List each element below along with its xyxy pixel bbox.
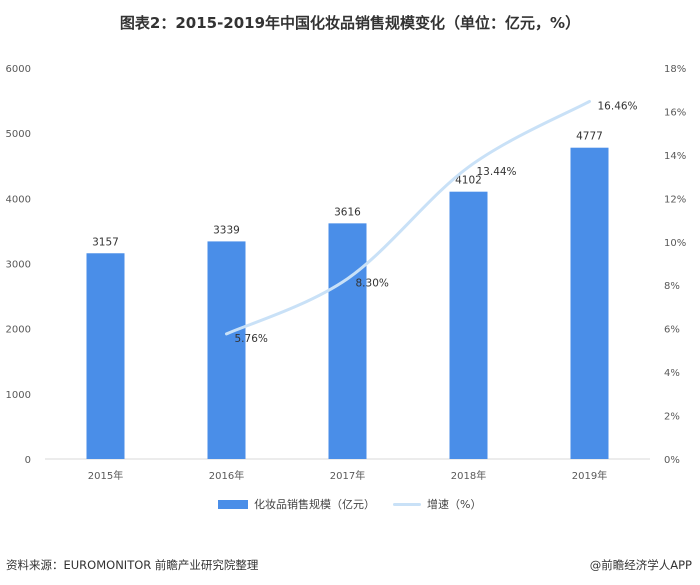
bar	[207, 241, 246, 459]
line-data-label: 8.30%	[356, 278, 389, 290]
legend-swatch-growth	[393, 502, 421, 506]
legend-label-growth: 增速（%）	[427, 498, 482, 511]
y2-tick-label: 0%	[664, 455, 680, 466]
y-tick-label: 4000	[6, 194, 31, 205]
y2-tick-label: 2%	[664, 412, 680, 423]
chart-title: 图表2：2015-2019年中国化妆品销售规模变化（单位：亿元，%）	[119, 14, 581, 32]
bar	[328, 223, 367, 459]
x-tick-label: 2016年	[209, 469, 244, 482]
y2-tick-label: 10%	[664, 238, 686, 249]
y2-tick-label: 16%	[664, 107, 686, 118]
line-data-label: 13.44%	[477, 166, 517, 178]
credit-note: @前瞻经济学人APP	[589, 558, 692, 572]
bar-data-label: 3157	[92, 236, 119, 248]
y2-tick-label: 4%	[664, 368, 680, 379]
y2-tick-label: 6%	[664, 325, 680, 336]
legend-swatch-sales	[218, 499, 248, 509]
growth-line	[225, 99, 591, 336]
bar	[449, 191, 488, 459]
y2-tick-label: 12%	[664, 194, 686, 205]
y-tick-label: 0	[25, 455, 31, 466]
y-tick-label: 6000	[6, 64, 31, 75]
y2-tick-label: 8%	[664, 281, 680, 292]
bar-data-label: 3616	[334, 206, 361, 218]
legend-item-sales: 化妆品销售规模（亿元）	[218, 496, 375, 512]
bar-data-label: 3339	[213, 224, 240, 236]
legend-label-sales: 化妆品销售规模（亿元）	[254, 498, 375, 511]
x-tick-label: 2015年	[88, 469, 123, 482]
bar-data-label: 4777	[576, 131, 603, 143]
y2-tick-label: 14%	[664, 151, 686, 162]
line-data-label: 16.46%	[598, 100, 638, 112]
y-tick-label: 5000	[6, 129, 31, 140]
x-tick-label: 2018年	[451, 469, 486, 482]
y-tick-label: 3000	[6, 260, 31, 271]
y-tick-label: 2000	[6, 325, 31, 336]
legend-item-growth: 增速（%）	[393, 496, 481, 512]
bar	[570, 147, 609, 459]
line-data-label: 5.76%	[235, 333, 268, 345]
source-note: 资料来源：EUROMONITOR 前瞻产业研究院整理	[6, 558, 259, 572]
x-tick-label: 2017年	[330, 469, 365, 482]
bar	[86, 253, 125, 459]
x-tick-label: 2019年	[572, 469, 607, 482]
bar-data-label: 4102	[455, 175, 482, 187]
y-tick-label: 1000	[6, 390, 31, 401]
y2-tick-label: 18%	[664, 64, 686, 75]
legend: 化妆品销售规模（亿元） 增速（%）	[0, 496, 700, 512]
